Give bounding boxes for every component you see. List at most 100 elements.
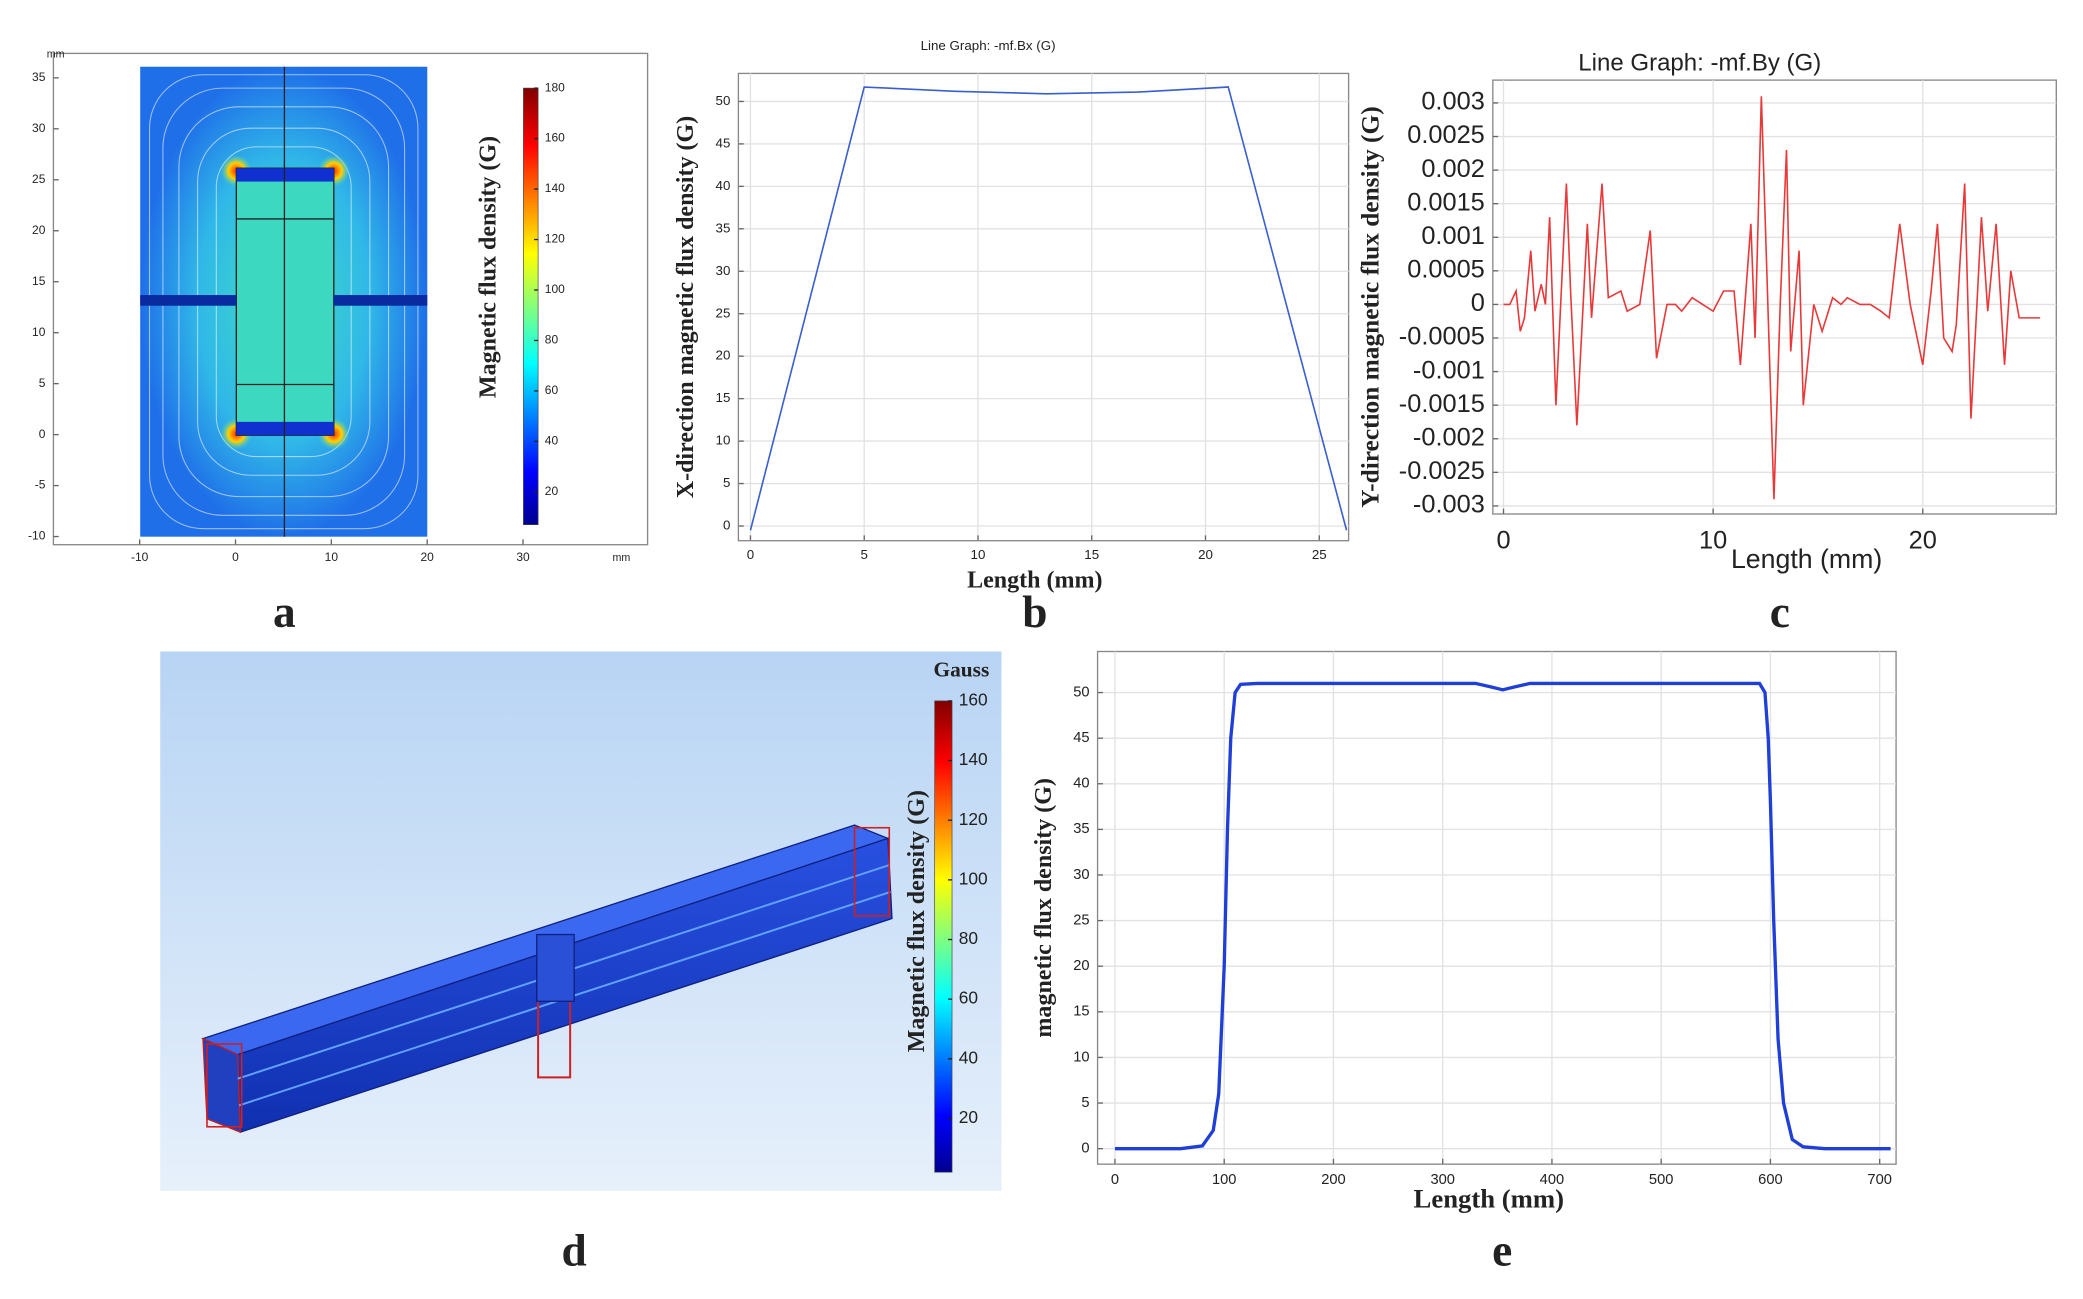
- y-tick-label: 20: [716, 348, 731, 363]
- plot-frame: [52, 52, 649, 546]
- y-tick-label: 5: [1081, 1095, 1089, 1111]
- colorbar-tick-label: 100: [959, 868, 988, 888]
- colorbar-tick-label: 140: [959, 749, 988, 769]
- colorbar-tick-label: 120: [545, 232, 565, 246]
- panel-label: e: [1492, 1225, 1512, 1275]
- chart-title: Line Graph: -mf.Bx (G): [921, 38, 1056, 53]
- y-tick-label: 0.002: [1421, 155, 1484, 183]
- x-tick-label: -10: [131, 550, 149, 564]
- panel-label: a: [273, 587, 296, 637]
- colorbar-label: Magnetic flux density (G): [476, 136, 502, 398]
- y-tick-label: 35: [716, 220, 731, 235]
- y-tick-label: 15: [1073, 1004, 1089, 1020]
- x-tick-label: 0: [747, 547, 754, 562]
- y-tick-label: 10: [716, 433, 731, 448]
- y-tick-label: 10: [32, 325, 46, 339]
- colorbar-tick-label: 140: [545, 181, 565, 195]
- y-tick-label: 25: [1073, 912, 1089, 928]
- colorbar-tick-label: 20: [545, 484, 559, 498]
- data-line: [1503, 96, 2041, 500]
- colorbar-tick-label: 20: [959, 1107, 978, 1127]
- x-tick-label: 20: [1198, 547, 1213, 562]
- colorbar-tick-label: 40: [545, 434, 559, 448]
- y-tick-label: -0.001: [1413, 356, 1485, 384]
- x-tick-label: 300: [1430, 1172, 1454, 1188]
- y-tick-label: 5: [723, 475, 730, 490]
- x-tick-label: 700: [1867, 1172, 1891, 1188]
- x-tick-label: 30: [516, 550, 530, 564]
- colorbar-tick-label: 60: [959, 988, 978, 1008]
- colorbar-tick-label: 120: [959, 809, 988, 829]
- y-tick-label: 35: [1073, 821, 1089, 837]
- chart-title: Line Graph: -mf.By (G): [1578, 49, 1821, 76]
- y-tick-label: -0.0015: [1399, 390, 1485, 418]
- colorbar-tick-label: 80: [545, 333, 559, 347]
- panel-label: c: [1770, 587, 1790, 637]
- x-tick-label: 25: [1312, 547, 1327, 562]
- y-tick-label: -5: [35, 478, 46, 492]
- x-tick-label: 10: [325, 550, 339, 564]
- data-line: [749, 86, 1348, 531]
- panel-label: d: [562, 1225, 587, 1275]
- colorbar-tick-label: 60: [545, 383, 559, 397]
- x-axis-label: mm: [612, 552, 630, 564]
- plot-frame: [1492, 79, 2057, 515]
- y-tick-label: 45: [1073, 730, 1089, 746]
- x-tick-label: 0: [232, 550, 239, 564]
- y-tick-label: 0: [1081, 1141, 1089, 1157]
- x-tick-label: 10: [1699, 527, 1727, 555]
- field-image: [140, 66, 428, 537]
- colorbar-tick-label: 160: [959, 689, 988, 709]
- y-tick-label: 20: [1073, 958, 1089, 974]
- y-axis-label: magnetic flux density (G): [1031, 778, 1057, 1037]
- y-tick-label: 0.0025: [1407, 121, 1485, 149]
- x-tick-label: 500: [1649, 1172, 1673, 1188]
- y-tick-label: 15: [716, 390, 731, 405]
- y-tick-label: 0: [1471, 289, 1485, 317]
- panel-label: b: [1022, 587, 1047, 637]
- x-tick-label: 10: [971, 547, 986, 562]
- y-tick-label: -10: [28, 529, 46, 543]
- y-tick-label: 35: [32, 70, 46, 84]
- y-tick-label: 25: [716, 305, 731, 320]
- x-tick-label: 20: [420, 550, 434, 564]
- colorbar-label: Magnetic flux density (G): [904, 790, 930, 1052]
- x-tick-label: 200: [1321, 1172, 1345, 1188]
- y-tick-label: 50: [716, 93, 731, 108]
- y-tick-label: -0.003: [1413, 491, 1485, 519]
- colorbar-tick-label: 40: [959, 1047, 978, 1067]
- x-tick-label: 0: [1111, 1172, 1119, 1188]
- y-tick-label: 30: [1073, 867, 1089, 883]
- colorbar-tick-label: 180: [545, 80, 565, 94]
- y-tick-label: 25: [32, 172, 46, 186]
- y-tick-label: 5: [39, 376, 46, 390]
- y-tick-label: -0.0025: [1399, 457, 1485, 485]
- y-tick-label: -0.002: [1413, 423, 1485, 451]
- x-tick-label: 15: [1084, 547, 1099, 562]
- x-axis-label: Length (mm): [1414, 1184, 1564, 1214]
- y-tick-label: 40: [716, 178, 731, 193]
- y-tick-label: 30: [32, 121, 46, 135]
- y-axis-label: Y-direction magnetic flux density (G): [1356, 106, 1384, 507]
- x-axis-label: Length (mm): [967, 568, 1102, 594]
- x-tick-label: 0: [1496, 527, 1510, 555]
- y-tick-label: 40: [1073, 776, 1089, 792]
- y-tick-label: 30: [716, 263, 731, 278]
- y-axis-label: X-direction magnetic flux density (G): [673, 116, 699, 498]
- colorbar: [934, 700, 953, 1173]
- y-tick-label: 0.003: [1421, 88, 1484, 116]
- y-tick-label: 0.001: [1421, 222, 1484, 250]
- y-tick-label: 0.0005: [1407, 256, 1485, 284]
- y-tick-label: 0: [39, 427, 46, 441]
- x-tick-label: 5: [861, 547, 868, 562]
- plot-frame: [737, 72, 1350, 542]
- y-tick-label: 15: [32, 274, 46, 288]
- y-tick-label: -0.0005: [1399, 323, 1485, 351]
- y-axis-label: mm: [47, 49, 65, 61]
- colorbar-tick-label: 100: [545, 282, 565, 296]
- y-tick-label: 50: [1073, 684, 1089, 700]
- x-axis-label: Length (mm): [1731, 544, 1882, 574]
- plot-frame: [1096, 650, 1897, 1165]
- colorbar: [523, 87, 539, 526]
